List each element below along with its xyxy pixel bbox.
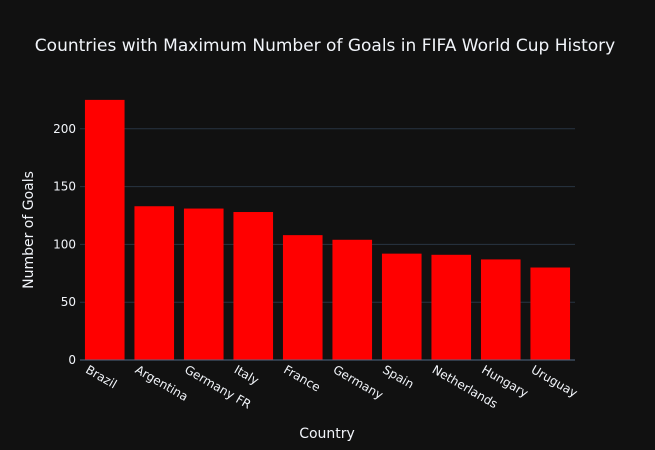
bar [183,208,224,360]
bar [282,235,323,360]
y-tick-label: 150 [53,180,76,194]
y-tick-label: 200 [53,122,76,136]
bar [480,259,521,360]
bar [530,267,571,360]
y-tick-label: 0 [68,353,76,367]
bars [84,99,571,361]
bar [332,239,373,360]
bar [381,253,422,360]
bar [84,99,125,361]
bar [233,212,274,360]
bar [134,206,175,360]
chart-title: Countries with Maximum Number of Goals i… [35,36,615,56]
y-axis-title: Number of Goals [21,171,37,289]
y-tick-label: 100 [53,237,76,251]
bar [431,254,472,360]
x-axis-title: Country [299,426,355,442]
y-tick-labels: 0 50 100 150 200 [53,122,76,367]
y-tick-label: 50 [61,295,76,309]
